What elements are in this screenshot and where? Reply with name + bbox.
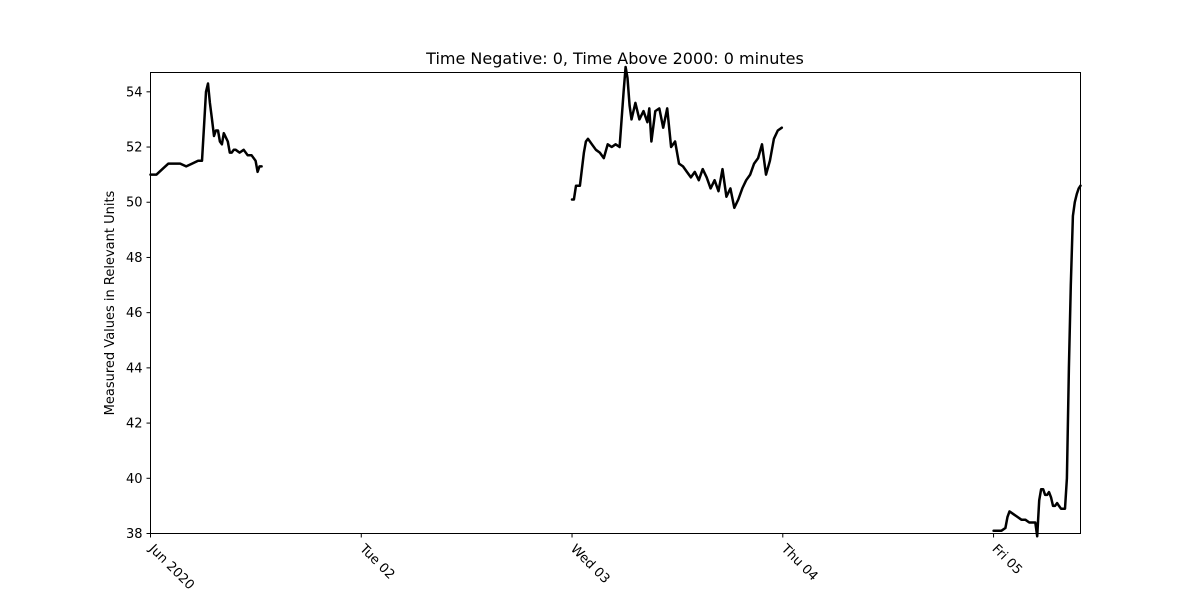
x-tick-label: Fri 05	[989, 542, 1025, 578]
y-tick-label: 54	[126, 85, 143, 100]
y-tick-label: 42	[126, 417, 143, 432]
x-axis-ticks: Jun 2020 Tue 02 Wed 03 Thu 04 Fri 05	[145, 533, 1025, 593]
y-tick-label: 50	[126, 196, 143, 211]
y-axis-ticks: 38 40 42 44 46 48 50 52 54	[126, 85, 151, 542]
series-line-segment-2	[570, 65, 784, 210]
y-tick-label: 46	[126, 306, 143, 321]
data-lines	[149, 65, 1082, 538]
y-tick-label: 52	[126, 141, 143, 156]
x-tick-label: Jun 2020	[145, 541, 197, 593]
y-tick-label: 38	[126, 527, 143, 542]
series-line-segment-1	[149, 82, 263, 176]
y-axis-label: Measured Values in Relevant Units	[103, 190, 118, 415]
y-tick-label: 44	[126, 361, 143, 376]
y-tick-label: 40	[126, 472, 143, 487]
chart-title: Time Negative: 0, Time Above 2000: 0 min…	[425, 49, 804, 68]
y-tick-label: 48	[126, 251, 143, 266]
series-line-segment-3	[992, 184, 1082, 538]
plot-frame	[150, 72, 1081, 534]
x-tick-label: Wed 03	[567, 542, 612, 587]
x-tick-label: Tue 02	[356, 541, 398, 583]
x-tick-label: Thu 04	[777, 541, 820, 584]
